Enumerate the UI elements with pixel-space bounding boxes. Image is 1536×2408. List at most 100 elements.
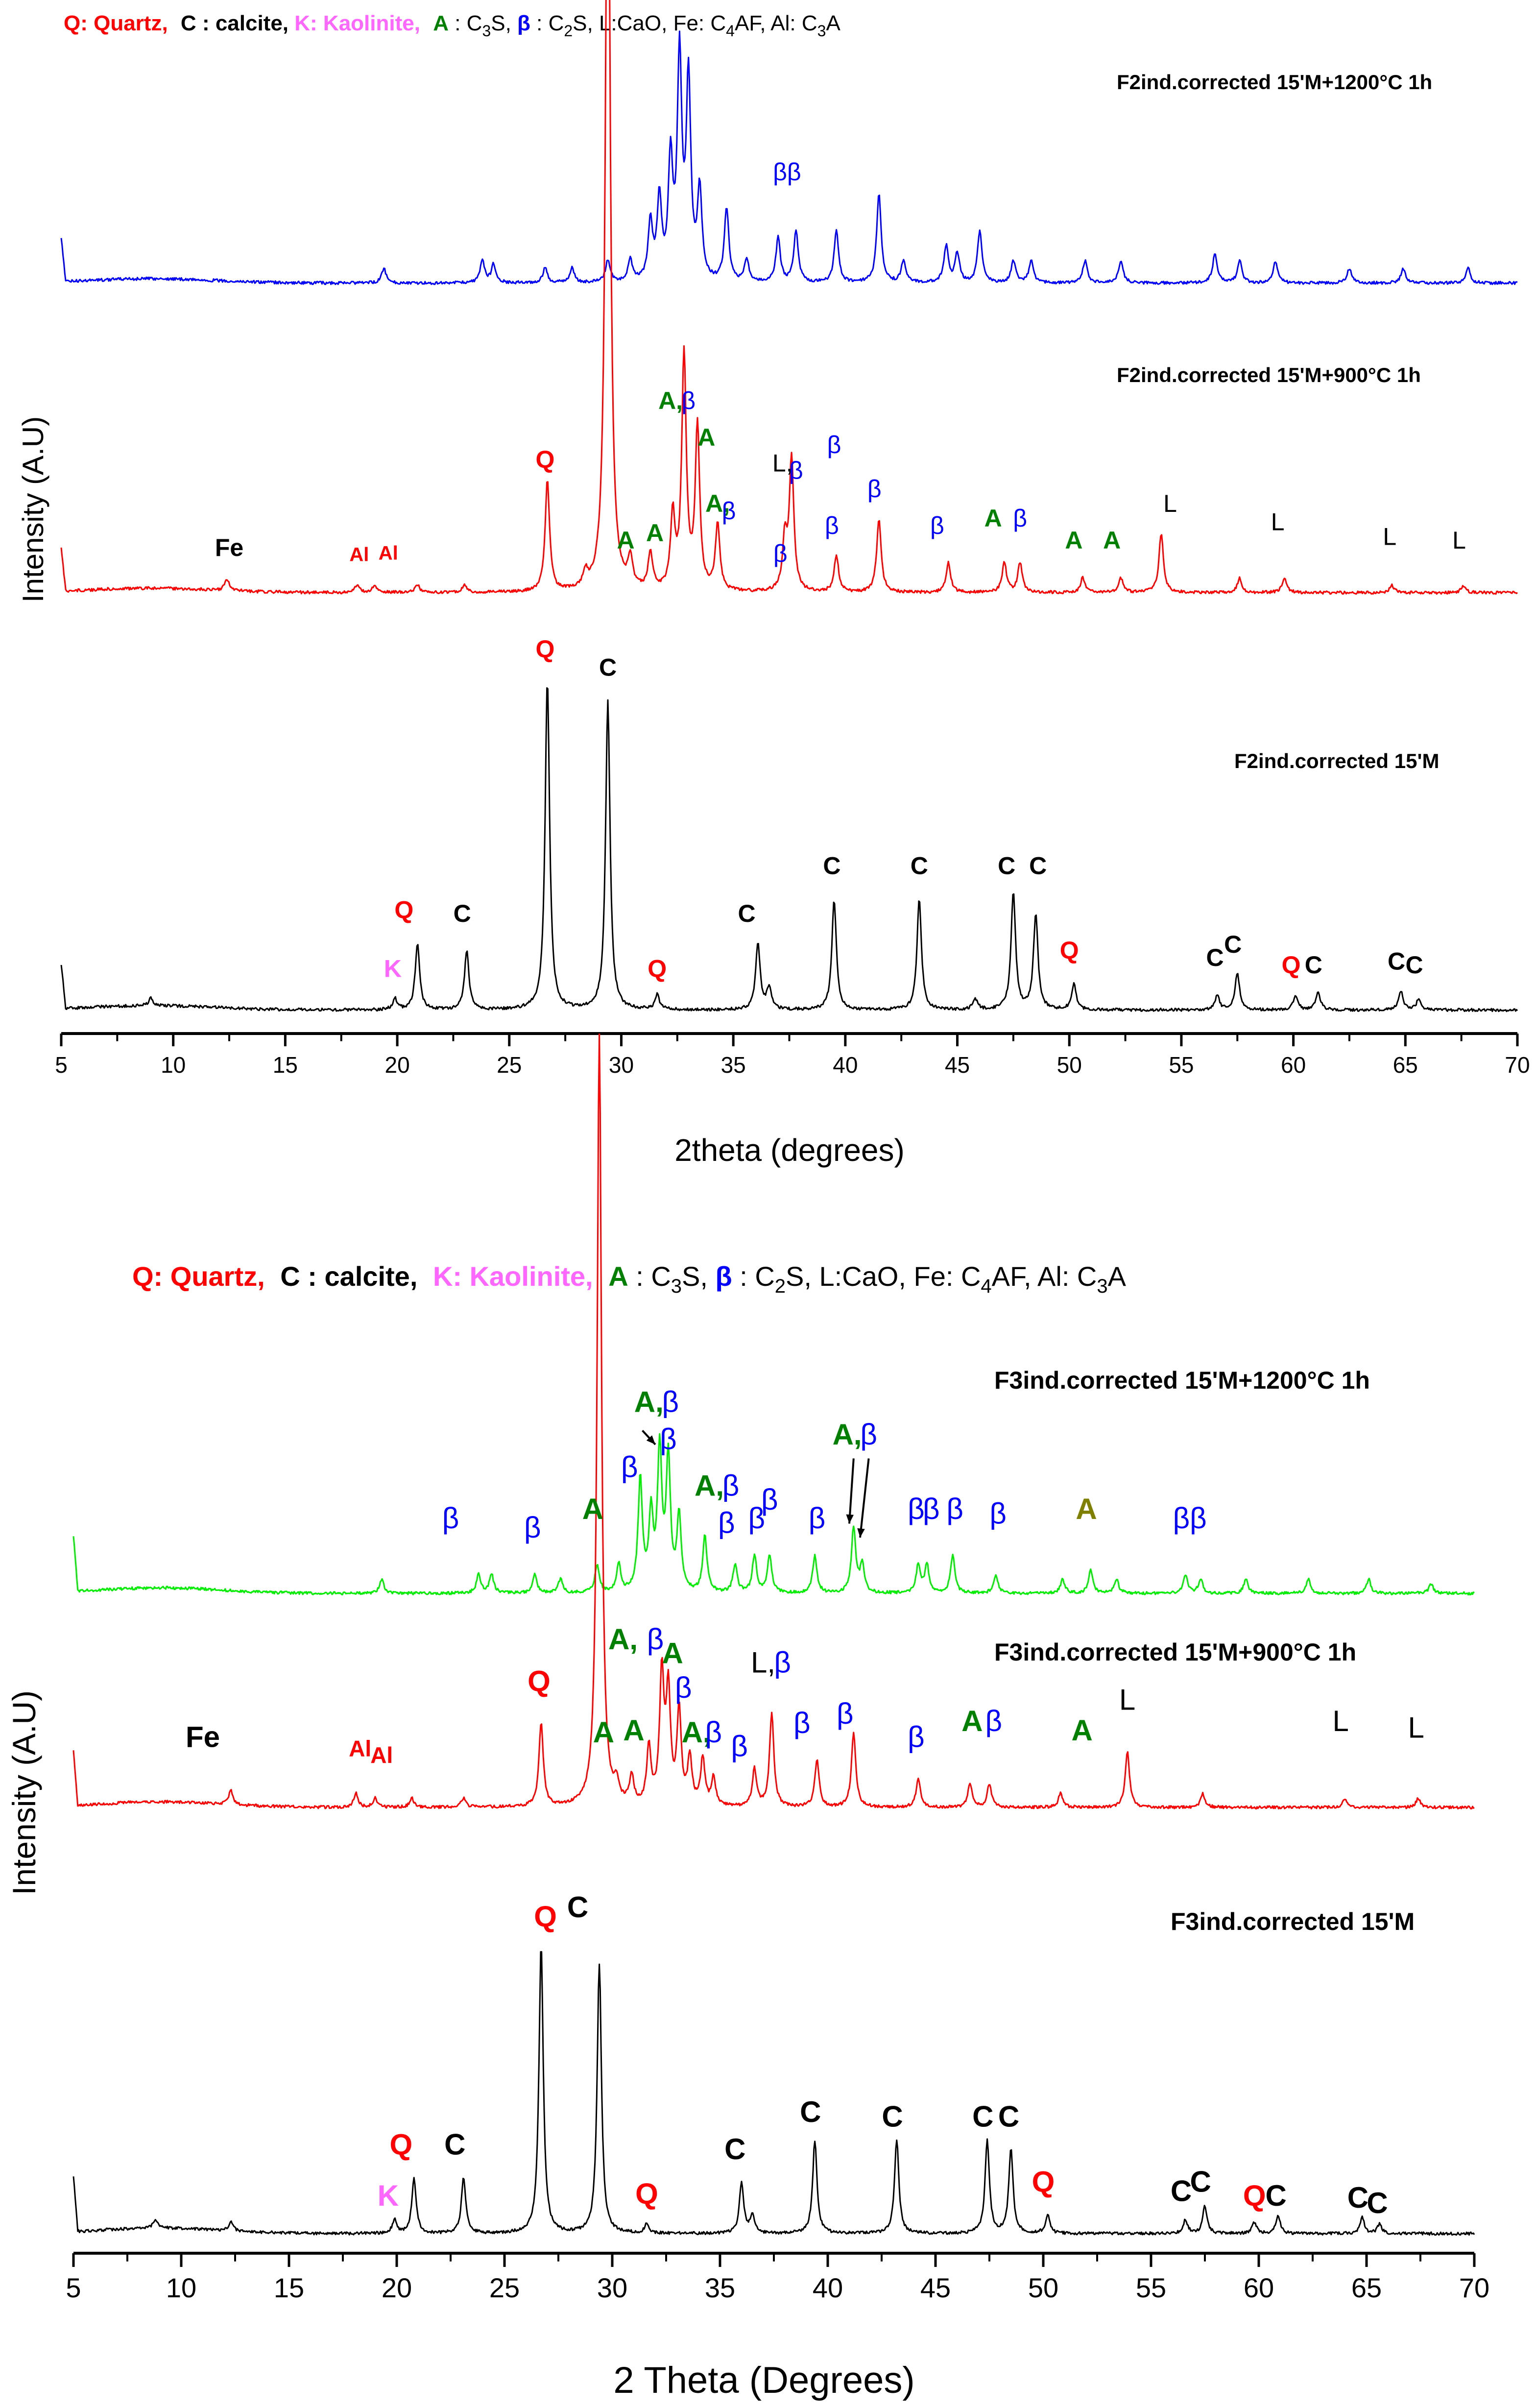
peak-label: A	[582, 1493, 603, 1525]
peak-label: Q	[1243, 2179, 1266, 2212]
peak-label: β	[860, 1418, 877, 1451]
peak-label: A	[662, 1637, 683, 1670]
peak-label: L	[1119, 1684, 1135, 1716]
peak-label: β	[908, 1493, 925, 1525]
legend-c2s-tail: S, L:CaO, Fe: C	[786, 1261, 981, 1292]
peak-label: L	[1383, 523, 1396, 551]
peak-arrow	[848, 1458, 855, 1524]
legend-al-sub: 3	[1097, 1276, 1107, 1297]
peak-label: C	[972, 2100, 993, 2133]
peak-label: C	[1406, 951, 1423, 979]
peak-label: β	[809, 1502, 826, 1535]
legend-fe-tail: AF, Al: C	[992, 1261, 1097, 1292]
peak-label: Q	[635, 2177, 658, 2210]
series-trace-red	[60, 0, 1518, 595]
x-tick-label: 35	[721, 1052, 746, 1078]
peak-label: C	[1367, 2187, 1388, 2219]
bottom-traces	[72, 1033, 1475, 2236]
top-series-label-raw: F2ind.corrected 15'M	[1234, 749, 1439, 772]
peak-label: C	[1224, 931, 1242, 958]
legend-calcite-name: : calcite,	[202, 11, 288, 35]
legend-c3s-text: : C	[455, 11, 482, 35]
peak-label: L	[1333, 1705, 1349, 1737]
legend-c2s-letter: β	[517, 11, 530, 35]
x-tick-label: 60	[1281, 1052, 1306, 1078]
legend-c3s-text: : C	[636, 1261, 671, 1292]
legend-c3s-letter: A	[433, 11, 449, 35]
peak-label: Fe	[215, 534, 243, 561]
peak-label: β	[705, 1716, 722, 1749]
x-tick-label: 70	[1505, 1052, 1530, 1078]
peak-label: β	[731, 1730, 748, 1763]
peak-label: C	[1266, 2179, 1287, 2212]
peak-label: A	[1076, 1493, 1097, 1525]
top-legend: Q: Quartz, C : calcite, K: Kaolinite, A …	[64, 11, 840, 40]
legend-calcite-letter: C	[181, 11, 196, 35]
x-tick-label: 25	[497, 1052, 522, 1078]
peak-label: Q	[394, 896, 413, 924]
peak-label: Al	[349, 544, 369, 566]
peak-label: Q	[1282, 951, 1301, 979]
peak-label: β	[647, 1623, 664, 1656]
peak-label: A,	[658, 387, 683, 414]
x-tick-label: 5	[66, 2272, 81, 2303]
top-xlabel: 2theta (degrees)	[674, 1132, 905, 1168]
peak-label: Q	[528, 1665, 551, 1698]
peak-label: β	[989, 1497, 1007, 1530]
top-x-ticks: 5 10 15 20 25 30 35 40 45 50 55 60 65 70	[55, 1034, 1530, 1078]
peak-label: ββ	[773, 158, 801, 186]
peak-label: C	[1029, 852, 1047, 880]
peak-arrow-head	[857, 1528, 865, 1538]
peak-label: β	[1013, 505, 1027, 532]
series-trace-black	[60, 687, 1518, 1012]
peak-label: Q	[1032, 2166, 1055, 2198]
peak-label: Q	[534, 1900, 557, 1933]
x-tick-label: 60	[1244, 2272, 1274, 2303]
peak-label: C	[1388, 948, 1405, 975]
peak-label: A	[697, 424, 715, 451]
peak-label: A	[593, 1716, 614, 1749]
peak-label: A,	[705, 490, 730, 517]
peak-label: C	[738, 900, 756, 927]
peak-label: β	[675, 1671, 692, 1704]
legend-kaolinite: K: Kaolinite,	[294, 11, 420, 35]
legend-fe-tail: AF, Al: C	[735, 11, 817, 35]
peak-label: β	[930, 512, 944, 539]
peak-label: A,	[608, 1623, 638, 1656]
peak-label: β	[761, 1483, 778, 1516]
x-tick-label: 65	[1351, 2272, 1382, 2303]
peak-label: β	[621, 1451, 638, 1484]
x-tick-label: 30	[609, 1052, 634, 1078]
legend-fe-sub: 4	[981, 1276, 991, 1297]
legend-quartz: Q: Quartz,	[64, 11, 168, 35]
legend-c3s-sub: 3	[671, 1276, 682, 1297]
peak-arrow-head	[846, 1514, 854, 1524]
peak-label: C	[444, 2128, 465, 2161]
peak-label: β	[524, 1511, 541, 1544]
peak-label: C	[1171, 2175, 1192, 2208]
peak-label: C	[823, 852, 840, 880]
peak-label: C	[599, 654, 617, 681]
peak-label: A	[984, 505, 1002, 532]
legend-c2s-sub: 2	[564, 22, 573, 40]
legend-c2s-tail: S, L:CaO, Fe: C	[573, 11, 726, 35]
x-tick-label: 55	[1169, 1052, 1194, 1078]
legend-c3s-tail: S,	[491, 11, 517, 35]
x-tick-label: 55	[1136, 2272, 1166, 2303]
top-ylabel: Intensity (A.U)	[17, 416, 49, 602]
peak-label: A,	[682, 1716, 711, 1749]
legend-al-tail: A	[1108, 1261, 1127, 1292]
peak-label: Al	[349, 1736, 371, 1761]
legend-c2s-text: : C	[536, 11, 564, 35]
x-tick-label: 50	[1057, 1052, 1082, 1078]
peak-label: C	[800, 2095, 821, 2128]
x-tick-label: 40	[813, 2272, 843, 2303]
legend-fe-sub: 4	[726, 22, 735, 40]
legend-al-sub: 3	[817, 22, 826, 40]
peak-label: β	[923, 1493, 940, 1525]
peak-label: L,	[751, 1646, 775, 1679]
peak-label: L	[1408, 1711, 1424, 1744]
legend-al-tail: A	[826, 11, 840, 35]
